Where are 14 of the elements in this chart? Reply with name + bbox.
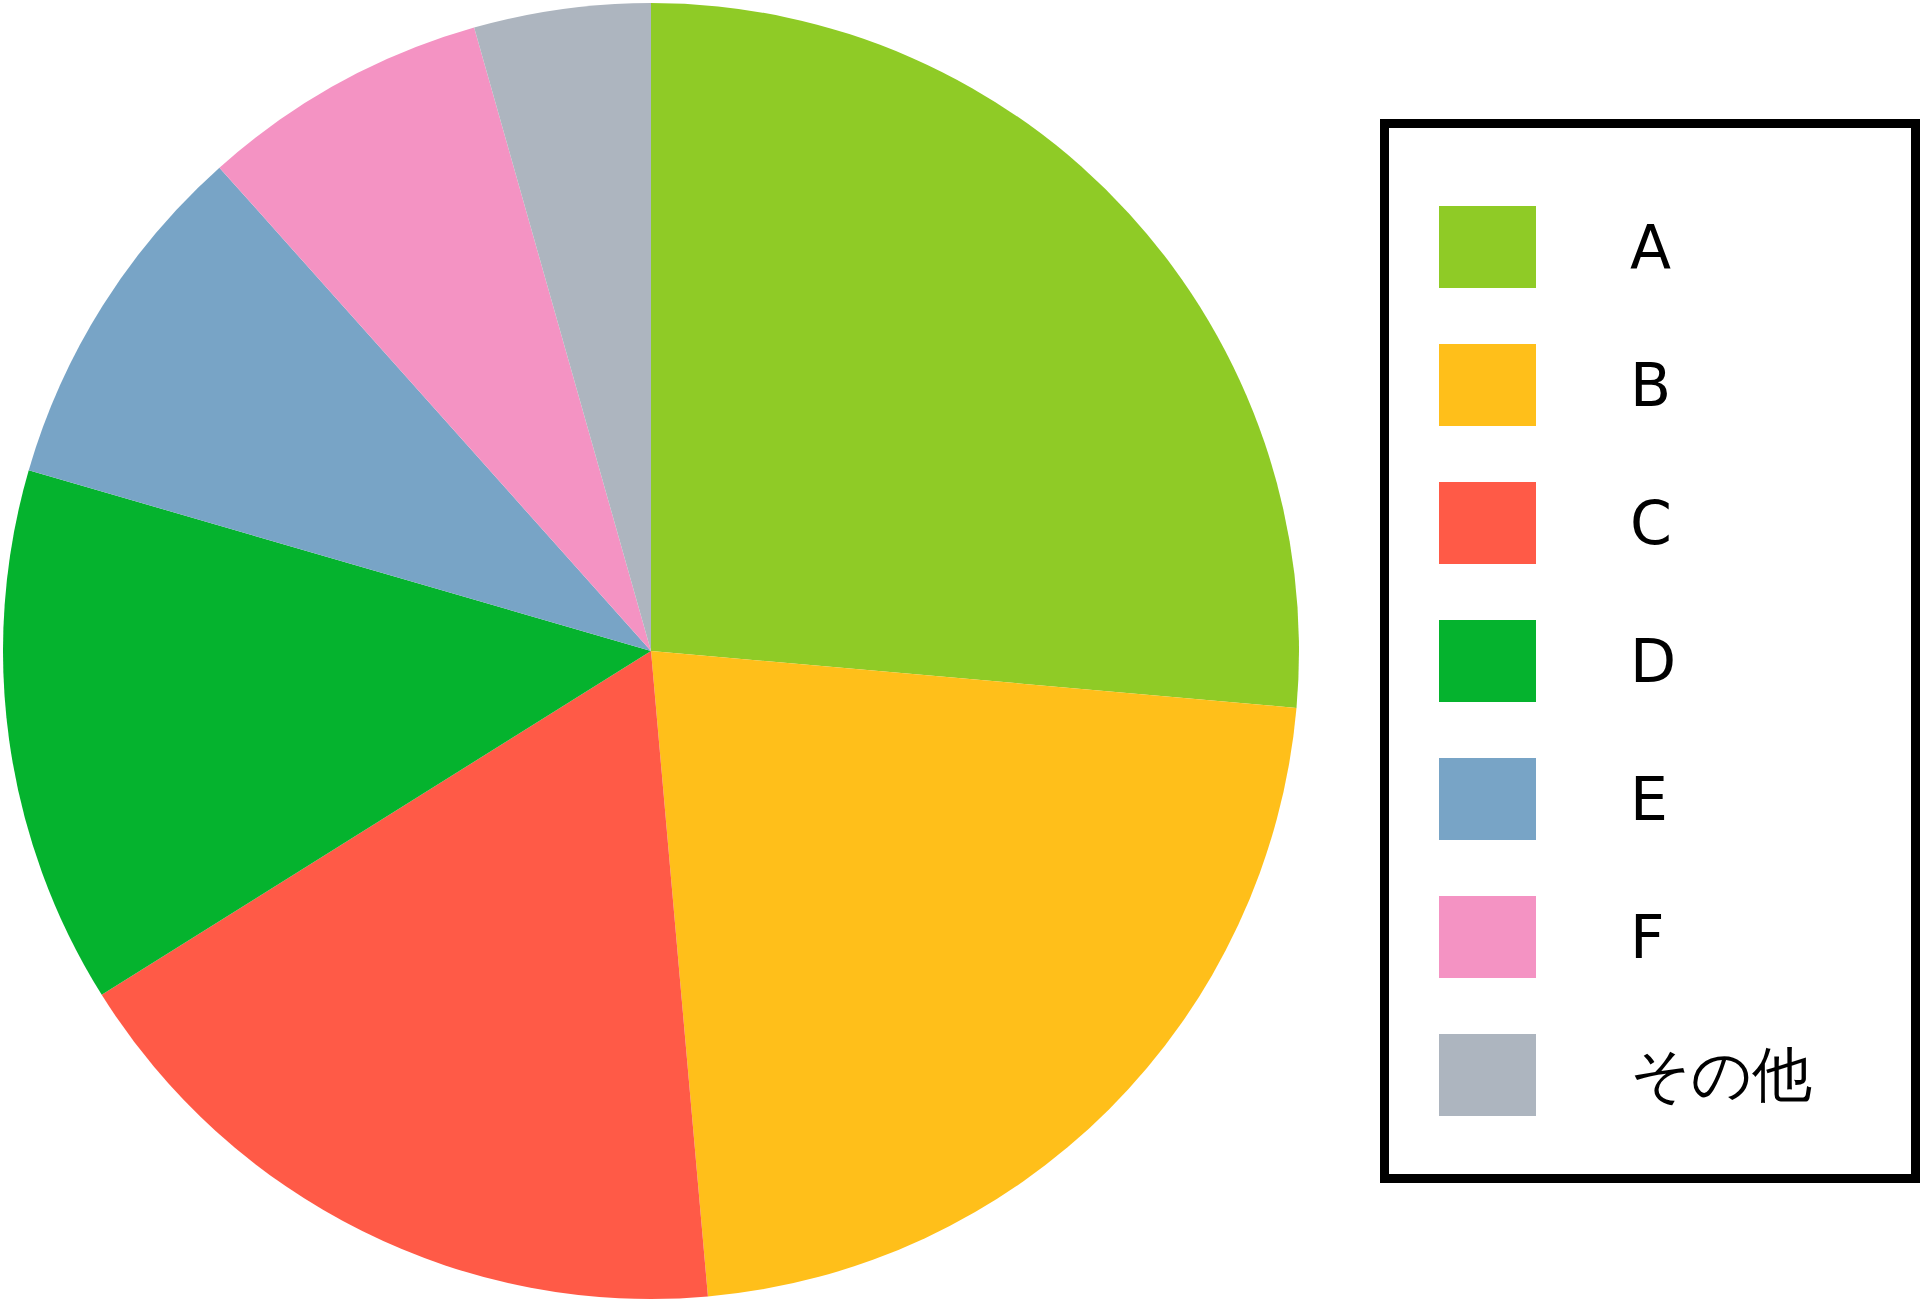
legend-label: F: [1630, 902, 1665, 972]
legend-label: A: [1630, 212, 1672, 282]
pie-slice: [101, 651, 708, 1299]
pie-slice: [651, 651, 1297, 1297]
legend-label: E: [1630, 764, 1668, 834]
pie-slice: [28, 167, 651, 651]
pie-slice: [651, 3, 1299, 708]
legend-label: C: [1630, 488, 1672, 558]
pie-slice: [474, 3, 651, 651]
pie-slice: [219, 27, 651, 651]
legend-label: D: [1630, 626, 1677, 696]
pie-slice: [3, 470, 651, 995]
legend-label: その他: [1630, 1037, 1812, 1111]
legend-label: B: [1630, 350, 1672, 420]
